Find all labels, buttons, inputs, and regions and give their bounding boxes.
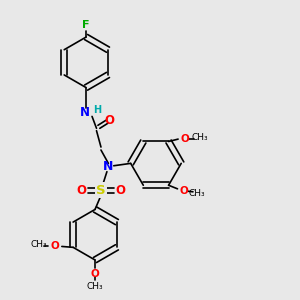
Text: O: O xyxy=(181,134,189,143)
Text: O: O xyxy=(115,184,125,196)
Text: O: O xyxy=(91,269,99,279)
Text: F: F xyxy=(82,20,90,30)
Text: O: O xyxy=(179,186,188,196)
Text: N: N xyxy=(103,160,114,173)
Text: N: N xyxy=(80,106,90,119)
Text: CH₃: CH₃ xyxy=(31,241,47,250)
Text: CH₃: CH₃ xyxy=(188,189,205,198)
Text: CH₃: CH₃ xyxy=(87,282,103,291)
Text: O: O xyxy=(105,114,115,128)
Text: S: S xyxy=(96,184,106,196)
Text: O: O xyxy=(50,241,59,251)
Text: H: H xyxy=(93,106,101,116)
Text: O: O xyxy=(76,184,87,196)
Text: CH₃: CH₃ xyxy=(191,134,208,142)
